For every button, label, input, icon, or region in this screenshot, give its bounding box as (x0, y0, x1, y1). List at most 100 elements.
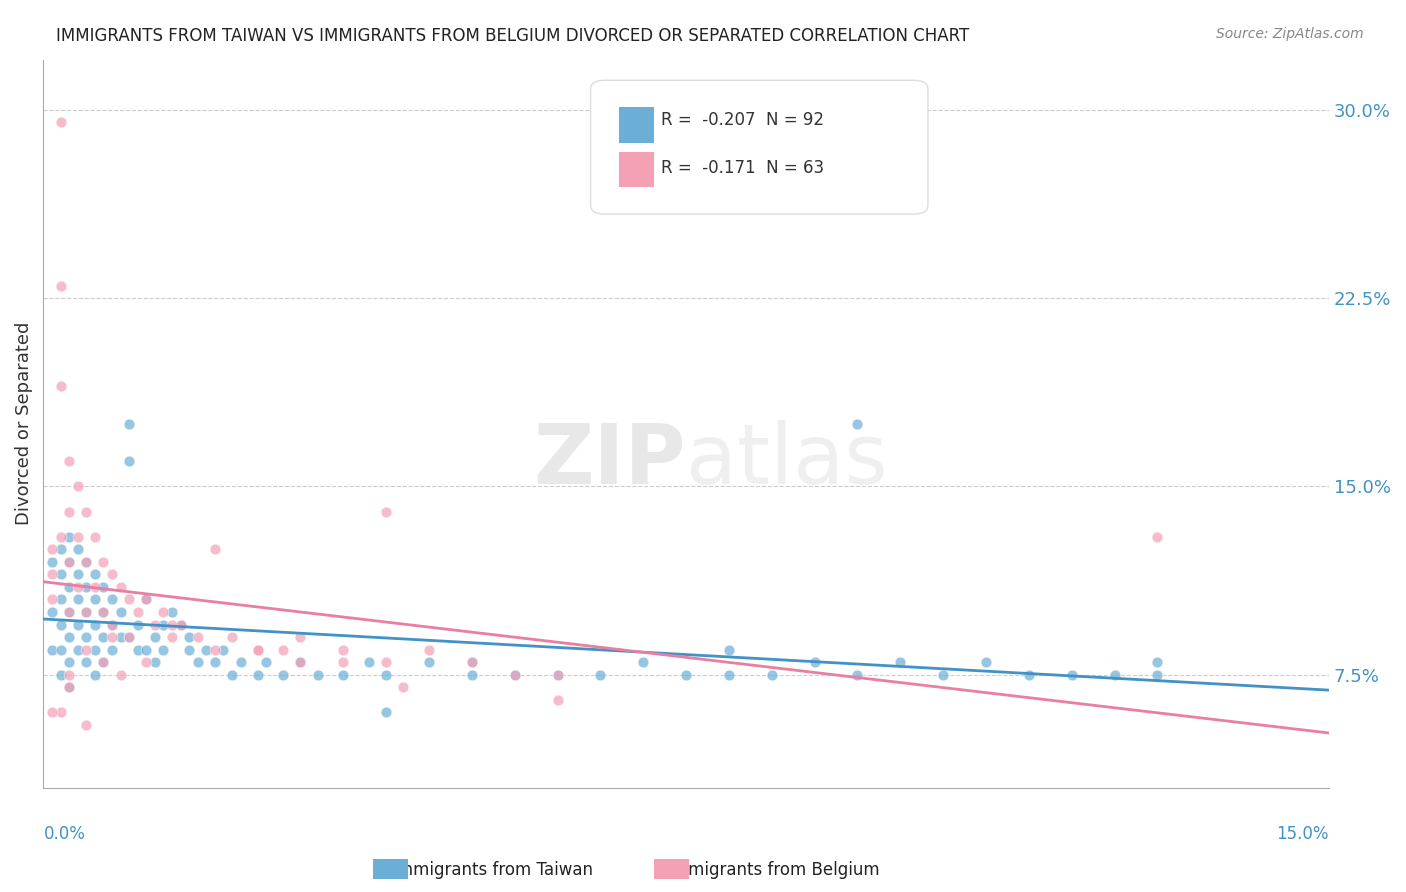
Point (152, 605, 174, 619)
Point (889, 655, 911, 669)
Point (83, 580, 105, 594)
Point (375, 706, 398, 720)
Point (290, 630, 312, 644)
Point (375, 505, 398, 519)
Point (101, 630, 124, 644)
Point (392, 681, 415, 695)
Point (75, 605, 97, 619)
Point (118, 630, 141, 644)
Point (75, 605, 97, 619)
Text: R =  -0.207  N = 92: R = -0.207 N = 92 (661, 112, 824, 129)
Point (58, 655, 80, 669)
Point (49, 542, 72, 557)
Point (41, 567, 63, 582)
Point (204, 642, 226, 657)
Point (135, 655, 157, 669)
Point (143, 630, 166, 644)
Point (135, 592, 157, 607)
Point (41, 642, 63, 657)
Text: 15.0%: 15.0% (1277, 825, 1329, 844)
Point (49, 567, 72, 582)
Point (83, 668, 105, 682)
Point (49, 592, 72, 607)
Point (93, 580, 115, 594)
Point (246, 642, 269, 657)
Point (93, 655, 115, 669)
Point (307, 668, 329, 682)
Point (118, 630, 141, 644)
Point (221, 668, 243, 682)
Point (229, 655, 252, 669)
Point (503, 668, 526, 682)
Point (66, 479, 89, 493)
Point (187, 655, 209, 669)
Point (547, 668, 569, 682)
Point (332, 668, 354, 682)
Point (41, 555, 63, 569)
Y-axis label: Divorced or Separated: Divorced or Separated (15, 322, 32, 525)
Point (135, 642, 157, 657)
Point (135, 592, 157, 607)
Point (58, 580, 80, 594)
Point (204, 655, 226, 669)
Point (1060, 668, 1083, 682)
Point (66, 530, 89, 544)
Point (717, 668, 740, 682)
Point (75, 555, 97, 569)
Point (66, 592, 89, 607)
Point (49, 278, 72, 293)
Point (1146, 655, 1168, 669)
Point (1104, 668, 1126, 682)
Point (177, 630, 200, 644)
Point (93, 655, 115, 669)
Point (461, 668, 484, 682)
Point (152, 642, 174, 657)
Point (75, 505, 97, 519)
Point (160, 605, 183, 619)
Point (110, 668, 132, 682)
Point (75, 580, 97, 594)
Point (246, 668, 269, 682)
Point (1018, 668, 1040, 682)
Point (357, 655, 380, 669)
Text: ZIP: ZIP (534, 419, 686, 500)
Point (127, 617, 149, 632)
Point (110, 605, 132, 619)
Point (66, 580, 89, 594)
Point (503, 668, 526, 682)
Point (461, 655, 484, 669)
Point (177, 642, 200, 657)
Point (49, 668, 72, 682)
Point (101, 617, 124, 632)
Point (143, 617, 166, 632)
Point (83, 617, 105, 632)
Point (41, 542, 63, 557)
Point (75, 555, 97, 569)
Point (418, 655, 440, 669)
Point (83, 592, 105, 607)
Point (49, 706, 72, 720)
Point (418, 642, 440, 657)
Point (58, 681, 80, 695)
Point (83, 642, 105, 657)
Point (547, 693, 569, 707)
Point (49, 115, 72, 129)
Point (58, 668, 80, 682)
Point (290, 655, 312, 669)
Point (101, 642, 124, 657)
Point (127, 605, 149, 619)
Point (58, 605, 80, 619)
Text: Source: ZipAtlas.com: Source: ZipAtlas.com (1216, 27, 1364, 41)
Point (846, 417, 869, 431)
Point (375, 668, 398, 682)
Text: atlas: atlas (686, 419, 887, 500)
Point (101, 567, 124, 582)
Point (101, 617, 124, 632)
Point (803, 655, 825, 669)
Point (169, 617, 191, 632)
Point (58, 555, 80, 569)
Point (1146, 668, 1168, 682)
Point (49, 642, 72, 657)
Point (273, 668, 295, 682)
Point (75, 718, 97, 732)
